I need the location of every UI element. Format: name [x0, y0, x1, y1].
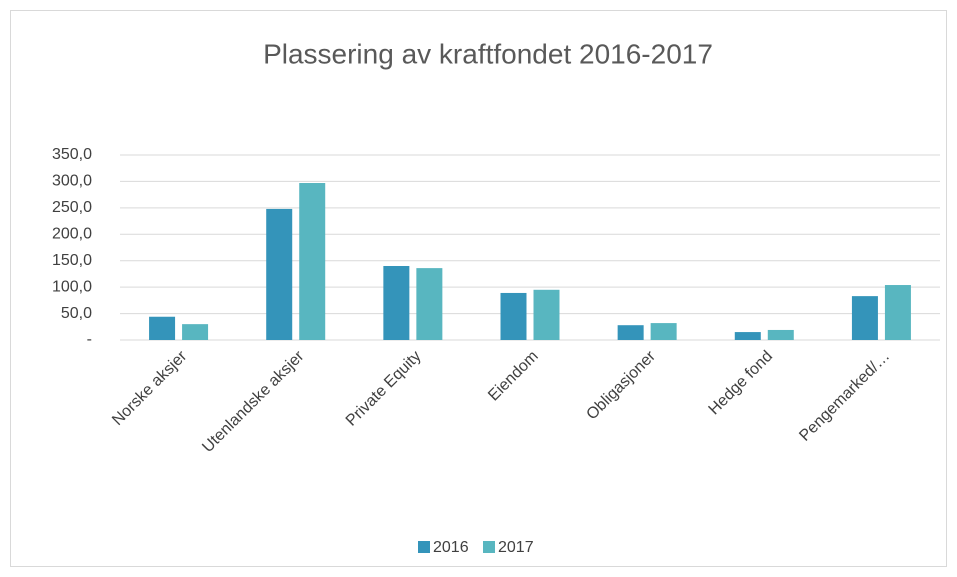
legend-swatch [418, 541, 430, 553]
bar [767, 329, 794, 340]
bar [182, 324, 209, 340]
bar [500, 292, 527, 340]
legend-swatch [483, 541, 495, 553]
y-tick-label: 150,0 [52, 252, 92, 269]
y-tick-label: 350,0 [52, 146, 92, 163]
bar [533, 289, 560, 340]
bar [650, 323, 677, 340]
bar [884, 285, 911, 340]
y-tick-label: 100,0 [52, 278, 92, 295]
bar [416, 268, 443, 340]
bar [149, 316, 176, 340]
y-tick-label: 50,0 [61, 305, 92, 322]
bar [383, 266, 410, 340]
y-tick-label: 250,0 [52, 199, 92, 216]
bar [266, 208, 293, 340]
bar [299, 183, 326, 340]
y-tick-label: 300,0 [52, 173, 92, 190]
legend-label: 2017 [498, 539, 534, 556]
chart-title: Plassering av kraftfondet 2016-2017 [263, 38, 713, 69]
chart-frame [10, 10, 947, 567]
y-tick-label: 200,0 [52, 226, 92, 243]
bar [734, 332, 761, 340]
bar [617, 325, 644, 340]
bar [851, 296, 878, 340]
y-tick-label: - [87, 331, 92, 348]
legend-label: 2016 [433, 539, 469, 556]
